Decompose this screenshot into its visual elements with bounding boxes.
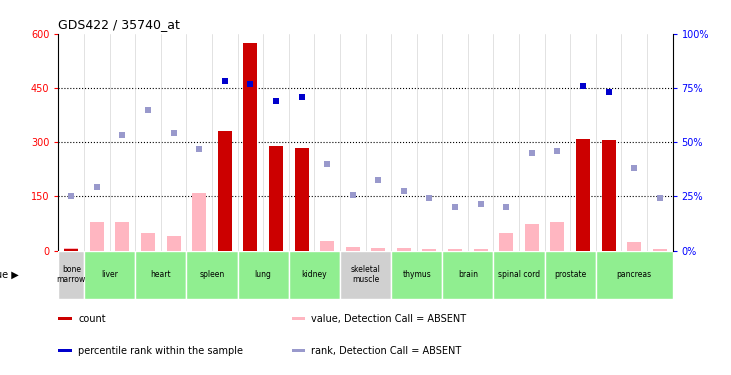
Bar xyxy=(576,139,590,251)
Text: GDS422 / 35740_at: GDS422 / 35740_at xyxy=(58,18,181,31)
Bar xyxy=(550,222,564,251)
Text: liver: liver xyxy=(101,270,118,279)
Bar xyxy=(141,232,155,251)
Text: brain: brain xyxy=(458,270,478,279)
Text: tissue ▶: tissue ▶ xyxy=(0,270,18,280)
Bar xyxy=(58,349,72,352)
Text: count: count xyxy=(78,314,106,324)
Bar xyxy=(186,251,238,299)
Bar xyxy=(474,249,488,251)
Bar xyxy=(499,232,513,251)
Bar xyxy=(289,251,340,299)
Bar xyxy=(84,251,135,299)
Bar xyxy=(115,222,129,251)
Bar xyxy=(135,251,186,299)
Text: thymus: thymus xyxy=(402,270,431,279)
Text: pancreas: pancreas xyxy=(616,270,652,279)
Bar xyxy=(397,248,411,251)
Bar xyxy=(545,251,596,299)
Text: prostate: prostate xyxy=(554,270,586,279)
Bar xyxy=(448,249,462,251)
Bar xyxy=(192,193,206,251)
Text: spinal cord: spinal cord xyxy=(498,270,540,279)
Text: kidney: kidney xyxy=(301,270,327,279)
Bar xyxy=(423,249,436,251)
Bar xyxy=(493,251,545,299)
Bar xyxy=(442,251,493,299)
Bar xyxy=(58,317,72,320)
Bar xyxy=(627,242,641,251)
Text: value, Detection Call = ABSENT: value, Detection Call = ABSENT xyxy=(311,314,466,324)
Bar xyxy=(64,249,78,251)
Bar xyxy=(371,248,385,251)
Bar xyxy=(295,148,308,251)
Bar xyxy=(292,317,306,320)
Bar xyxy=(653,249,667,251)
Bar xyxy=(340,251,391,299)
Bar xyxy=(238,251,289,299)
Bar xyxy=(58,251,84,299)
Bar xyxy=(596,251,673,299)
Text: bone
marrow: bone marrow xyxy=(56,266,86,284)
Text: skeletal
muscle: skeletal muscle xyxy=(351,266,380,284)
Bar xyxy=(391,251,442,299)
Bar xyxy=(525,224,539,251)
Bar xyxy=(346,247,360,251)
Bar xyxy=(602,140,616,251)
Text: heart: heart xyxy=(151,270,171,279)
Bar xyxy=(269,146,283,251)
Text: percentile rank within the sample: percentile rank within the sample xyxy=(78,346,243,356)
Text: lung: lung xyxy=(254,270,272,279)
Bar xyxy=(320,241,334,251)
Bar xyxy=(167,236,181,251)
Bar xyxy=(292,349,306,352)
Text: spleen: spleen xyxy=(200,270,224,279)
Bar xyxy=(243,43,257,251)
Text: rank, Detection Call = ABSENT: rank, Detection Call = ABSENT xyxy=(311,346,462,356)
Bar xyxy=(64,248,78,251)
Bar xyxy=(218,131,232,251)
Bar xyxy=(90,222,104,251)
